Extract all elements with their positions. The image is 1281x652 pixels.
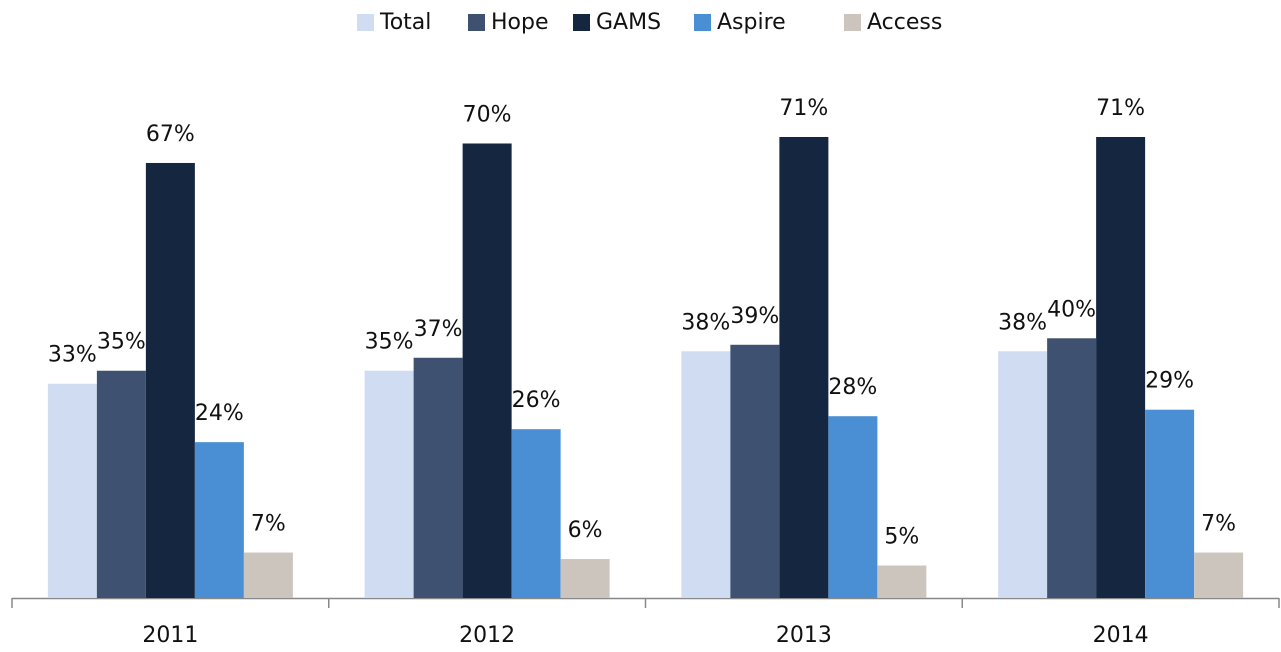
legend-swatch xyxy=(694,14,711,31)
bar xyxy=(364,370,414,598)
bar xyxy=(1194,552,1244,598)
legend-label: Hope xyxy=(491,10,549,35)
data-label: 38% xyxy=(998,310,1047,335)
bar xyxy=(243,552,293,598)
legend-swatch xyxy=(573,14,590,31)
bar xyxy=(413,357,463,598)
legend-label: Total xyxy=(379,10,431,35)
legend-label: Access xyxy=(867,10,942,35)
bar xyxy=(194,442,244,598)
x-tick-label: 2014 xyxy=(1093,623,1149,648)
data-label: 67% xyxy=(146,122,195,147)
bar xyxy=(730,344,780,598)
bar xyxy=(1047,338,1097,598)
bar xyxy=(877,565,927,598)
data-label: 39% xyxy=(730,304,779,329)
bar xyxy=(560,559,610,598)
legend-swatch xyxy=(357,14,374,31)
bar xyxy=(462,143,512,598)
data-label: 33% xyxy=(48,343,97,368)
x-tick-label: 2011 xyxy=(142,623,198,648)
data-label: 29% xyxy=(1145,369,1194,394)
data-label: 5% xyxy=(884,525,919,550)
legend-label: Aspire xyxy=(717,10,786,35)
bar xyxy=(828,416,878,598)
legend-label: GAMS xyxy=(596,10,661,35)
bar xyxy=(96,370,146,598)
bar xyxy=(145,162,195,598)
legend-swatch xyxy=(844,14,861,31)
bar xyxy=(1096,137,1146,598)
bar xyxy=(681,351,731,598)
bar xyxy=(1145,409,1195,598)
legend-swatch xyxy=(468,14,485,31)
bar xyxy=(47,383,97,598)
bar xyxy=(511,429,561,598)
x-tick-label: 2012 xyxy=(459,623,515,648)
bar xyxy=(779,137,829,598)
data-label: 70% xyxy=(463,102,512,127)
data-label: 6% xyxy=(568,518,603,543)
data-label: 37% xyxy=(414,317,463,342)
data-label: 38% xyxy=(681,310,730,335)
x-tick-label: 2013 xyxy=(776,623,832,648)
data-label: 26% xyxy=(512,388,561,413)
data-label: 71% xyxy=(1096,96,1145,121)
data-label: 35% xyxy=(97,330,146,355)
data-label: 7% xyxy=(1201,512,1236,537)
data-label: 40% xyxy=(1047,297,1096,322)
data-label: 28% xyxy=(828,375,877,400)
data-label: 35% xyxy=(365,330,414,355)
data-label: 7% xyxy=(251,512,286,537)
bar xyxy=(998,351,1048,598)
data-label: 71% xyxy=(779,96,828,121)
data-label: 24% xyxy=(195,401,244,426)
